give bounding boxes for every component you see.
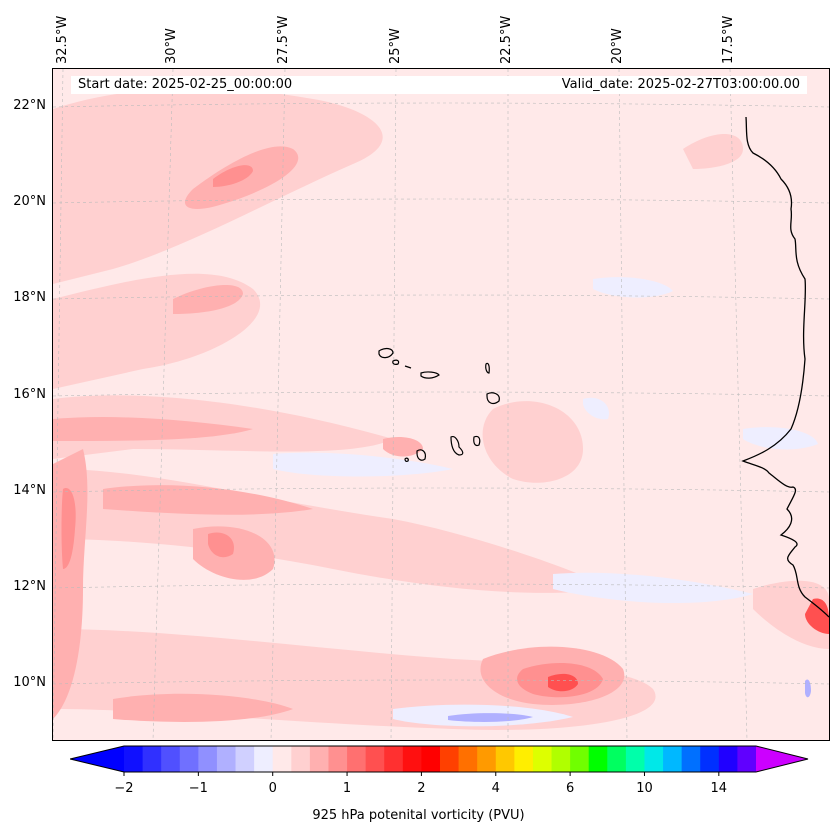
lat-label-10n: 10°N — [13, 675, 46, 690]
colorbar-segment — [161, 746, 181, 772]
colorbar-label: 925 hPa potenital vorticity (PVU) — [312, 808, 525, 823]
colorbar-segment — [681, 746, 701, 772]
colorbar-tick-label: 0 — [268, 781, 277, 796]
colorbar-segment — [124, 746, 144, 772]
colorbar-tick-label: 4 — [491, 781, 500, 796]
colorbar-segment — [384, 746, 404, 772]
colorbar-segment — [272, 746, 292, 772]
colorbar-segment — [551, 746, 571, 772]
colorbar-segment — [235, 746, 255, 772]
colorbar-over-arrow — [756, 746, 808, 772]
colorbar-segment — [254, 746, 274, 772]
colorbar-segment — [588, 746, 608, 772]
lat-label-12n: 12°N — [13, 579, 46, 594]
colorbar-under-arrow — [70, 746, 124, 772]
lat-label-20n: 20°N — [13, 194, 46, 209]
colorbar-segment — [142, 746, 162, 772]
map-canvas — [53, 69, 829, 740]
date-header: Start date: 2025-02-25_00:00:00 Valid_da… — [71, 76, 807, 94]
colorbar-tick-label: 6 — [565, 781, 575, 796]
colorbar-segment — [477, 746, 497, 772]
start-date-text: Start date: 2025-02-25_00:00:00 — [78, 77, 293, 92]
colorbar-segment — [495, 746, 515, 772]
lat-label-14n: 14°N — [13, 483, 46, 498]
colorbar-segment — [700, 746, 720, 772]
colorbar-segment — [440, 746, 460, 772]
colorbar-segment — [737, 746, 757, 772]
colorbar-segment — [402, 746, 422, 772]
lon-label-27-5w: 27.5°W — [276, 15, 291, 64]
colorbar — [70, 745, 809, 776]
colorbar-segment — [291, 746, 311, 772]
colorbar-segment — [328, 746, 348, 772]
pv-contours-negative — [273, 277, 818, 727]
colorbar-tick-label: −1 — [188, 781, 208, 796]
colorbar-tick-label: 1 — [342, 781, 352, 796]
colorbar-segment — [718, 746, 738, 772]
colorbar-segment — [532, 746, 553, 772]
lon-label-25w: 25°W — [388, 28, 403, 64]
colorbar-segment — [458, 746, 478, 772]
valid-date-text: Valid_date: 2025-02-27T03:00:00.00 — [561, 77, 800, 92]
colorbar-segment — [198, 746, 218, 772]
lon-label-32-5w: 32.5°W — [55, 15, 70, 64]
cape-verde-islands — [378, 347, 500, 462]
colorbar-tick-label: 2 — [417, 781, 426, 796]
pv-contours-negative-strong — [448, 679, 811, 722]
map-plot-area — [52, 68, 830, 741]
colorbar-segment — [309, 746, 329, 772]
colorbar-segment — [625, 746, 645, 772]
colorbar-segment — [216, 746, 237, 772]
colorbar-segment — [607, 746, 627, 772]
colorbar-segment — [365, 746, 385, 772]
colorbar-segment — [663, 746, 683, 772]
colorbar-segment — [347, 746, 367, 772]
lat-label-22n: 22°N — [13, 98, 46, 113]
colorbar-segment — [179, 746, 199, 772]
lon-label-22-5w: 22.5°W — [499, 15, 514, 64]
lon-label-30w: 30°W — [164, 28, 179, 64]
colorbar-tick-label: 14 — [710, 781, 728, 796]
colorbar-tick-label: −2 — [114, 781, 134, 796]
lat-label-18n: 18°N — [13, 290, 46, 305]
graticule — [53, 69, 829, 740]
pv-contours-red — [548, 598, 829, 692]
colorbar-segment — [570, 746, 590, 772]
lat-label-16n: 16°N — [13, 387, 46, 402]
colorbar-segment — [644, 746, 664, 772]
colorbar-segment — [421, 746, 441, 772]
colorbar-segment — [514, 746, 534, 772]
africa-coastline — [741, 116, 829, 618]
lon-label-17-5w: 17.5°W — [721, 15, 736, 64]
colorbar-tick-label: 10 — [636, 781, 653, 796]
lon-label-20w: 20°W — [610, 28, 625, 64]
